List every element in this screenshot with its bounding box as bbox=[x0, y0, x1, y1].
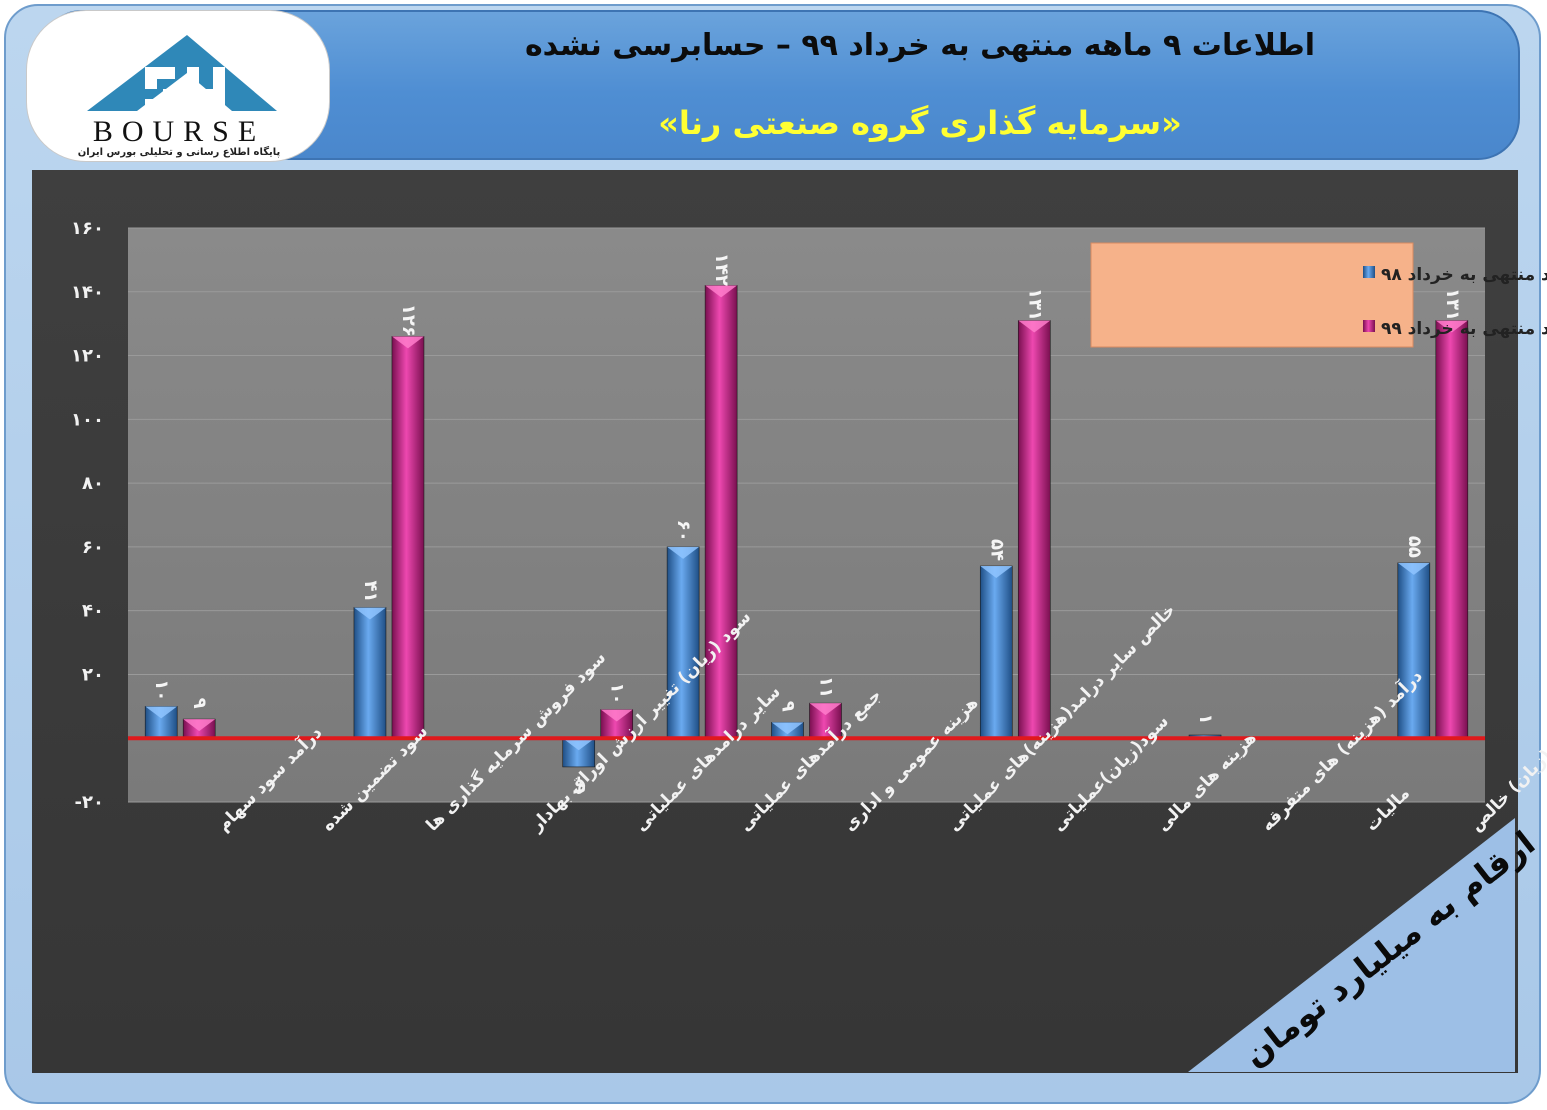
legend: عملکرد منتهی به خرداد ۹۸ عملکرد منتهی به… bbox=[1090, 242, 1547, 348]
y-tick-label: ۱۰۰ bbox=[71, 409, 104, 430]
logo-mark-icon bbox=[87, 35, 277, 111]
bar-98 bbox=[666, 546, 700, 739]
data-label: ۹ bbox=[189, 698, 210, 709]
data-label: ۹ bbox=[778, 701, 799, 712]
bar-99-bevel bbox=[1435, 320, 1468, 333]
page-title: اطلاعات ۹ ماهه منتهی به خرداد ۹۹ – حسابر… bbox=[524, 28, 1316, 63]
data-label: -۹ bbox=[569, 776, 590, 794]
legend-label-98: عملکرد منتهی به خرداد ۹۸ bbox=[1381, 265, 1547, 285]
data-label: ۱۰ bbox=[151, 679, 172, 701]
bar-99 bbox=[391, 336, 425, 739]
logo-wordmark: BOURSE bbox=[92, 115, 266, 148]
legend-label-99: عملکرد منتهی به خرداد ۹۹ bbox=[1381, 319, 1547, 339]
bar-99 bbox=[704, 285, 738, 739]
legend-swatch-98 bbox=[1363, 266, 1375, 278]
data-label: ۱۰ bbox=[607, 683, 628, 705]
legend-box bbox=[1090, 242, 1414, 348]
page-subtitle: «سرمایه گذاری گروه صنعتی رنا» bbox=[658, 104, 1182, 142]
bar-99 bbox=[1435, 320, 1469, 739]
data-label: ۱۲۶ bbox=[398, 304, 419, 337]
data-label: ۵۵ bbox=[1404, 536, 1425, 558]
data-label: ۱۳۱ bbox=[1024, 288, 1045, 321]
data-label: ۵۴ bbox=[986, 539, 1007, 561]
unit-note-ribbon bbox=[1188, 818, 1515, 1072]
y-tick-label: ۱۲۰ bbox=[71, 346, 104, 367]
data-label: ۴۱ bbox=[360, 580, 381, 602]
bar-98-bevel bbox=[145, 706, 178, 719]
data-label: ۱۳۱ bbox=[1442, 288, 1463, 321]
bar-99-bevel bbox=[183, 719, 216, 732]
bar-99-bevel bbox=[705, 285, 738, 298]
data-label: ۱ bbox=[1195, 714, 1216, 725]
y-tick-label: ۴۰ bbox=[82, 601, 104, 622]
data-label: ۱۱ bbox=[816, 676, 837, 698]
data-label: ۶۰ bbox=[673, 520, 694, 542]
y-tick-label: ۱۶۰ bbox=[71, 218, 104, 239]
y-tick-label: -۲۰ bbox=[75, 792, 104, 813]
bar-99-bevel bbox=[1018, 320, 1051, 333]
y-tick-label: ۸۰ bbox=[82, 473, 104, 494]
bar-99-bevel bbox=[600, 709, 633, 722]
logo-caption: پایگاه اطلاع رسانی و تحلیلی بورس ایران bbox=[77, 147, 281, 158]
bar-98-bevel bbox=[562, 738, 595, 751]
bar-98-bevel bbox=[771, 722, 804, 735]
bar-99 bbox=[1017, 320, 1051, 739]
y-tick-label: ۱۴۰ bbox=[71, 282, 104, 303]
legend-swatch-99 bbox=[1363, 320, 1375, 332]
bar-98-bevel bbox=[353, 607, 386, 620]
y-tick-label: ۲۰ bbox=[82, 664, 104, 685]
y-tick-label: ۶۰ bbox=[82, 537, 104, 558]
bar-98 bbox=[1397, 562, 1431, 739]
bar-98 bbox=[353, 607, 387, 739]
bar-98-bevel bbox=[980, 566, 1013, 579]
logo: BOURSE پایگاه اطلاع رسانی و تحلیلی بورس … bbox=[26, 10, 330, 162]
bar-99-bevel bbox=[391, 336, 424, 349]
bar-99-bevel bbox=[809, 703, 842, 716]
unit-note: ارقام به میلیارد تومان bbox=[1188, 818, 1543, 1075]
bar-98 bbox=[979, 565, 1013, 739]
bar-98-bevel bbox=[667, 546, 700, 559]
bar-98-bevel bbox=[1397, 562, 1430, 575]
data-label: ۱۴۲ bbox=[711, 253, 732, 286]
